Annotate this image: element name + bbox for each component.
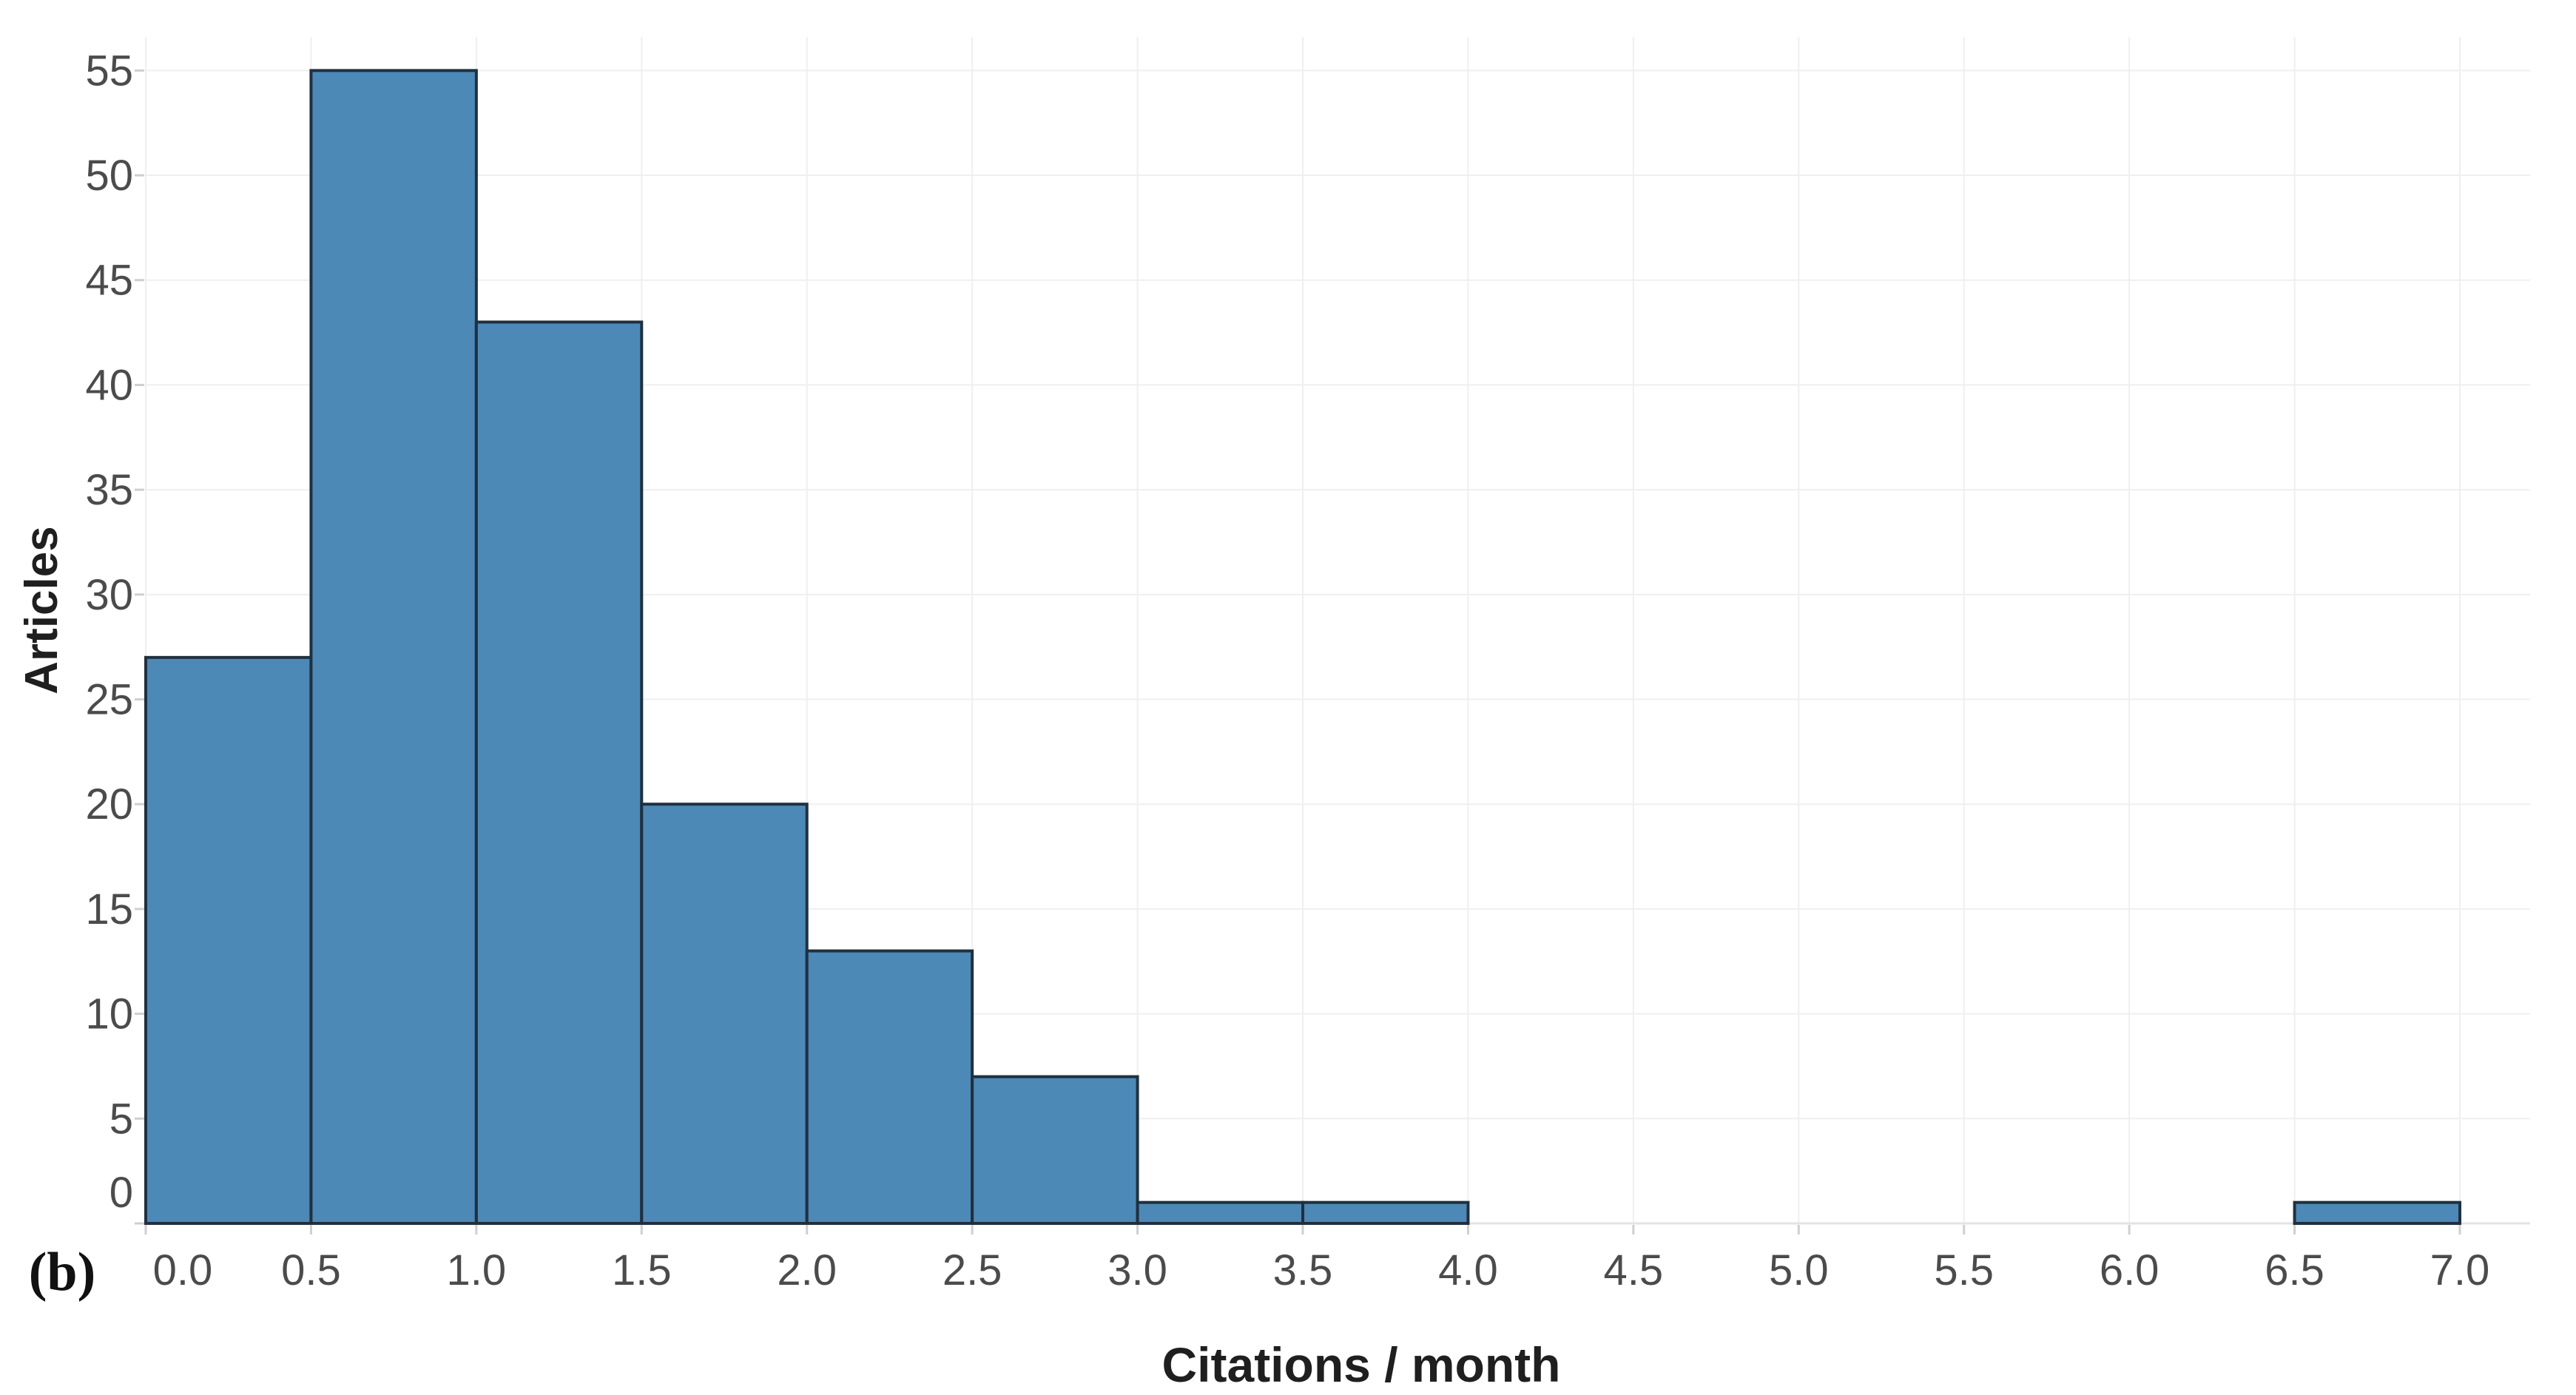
- x-tick-label: 5.0: [1769, 1246, 1829, 1294]
- bars: [144, 69, 2462, 1226]
- y-tick-label: 30: [85, 571, 133, 619]
- x-tick-label: 2.5: [943, 1246, 1002, 1294]
- y-tick-label: 45: [85, 257, 133, 305]
- y-axis-title: Articles: [16, 526, 67, 694]
- x-tick-label: 4.0: [1438, 1246, 1498, 1294]
- x-tick-label: 6.5: [2265, 1246, 2324, 1294]
- y-tick-label: 15: [85, 885, 133, 933]
- x-tick-label: 3.0: [1107, 1246, 1167, 1294]
- y-tick-label: 35: [85, 466, 133, 514]
- x-tick-label: 0.5: [281, 1246, 341, 1294]
- y-tick-label: 10: [85, 990, 133, 1038]
- histogram-bar: [309, 69, 478, 1225]
- x-tick-label: 2.0: [777, 1246, 837, 1294]
- histogram-bar: [2293, 1200, 2462, 1225]
- histogram-bar: [805, 949, 974, 1225]
- y-tick-label: 40: [85, 361, 133, 409]
- y-tick-label: 0: [109, 1169, 133, 1217]
- x-axis-title: Citations / month: [1162, 1337, 1561, 1392]
- x-tick-label: 1.0: [447, 1246, 507, 1294]
- x-tick-labels: 0.0 0.5 1.0 1.5 2.0 2.5 3.0 3.5 4.0 4.5 5.0 5.5 6.0 6…: [153, 1246, 2490, 1294]
- y-tick-label: 25: [85, 676, 133, 724]
- y-tick-label: 55: [85, 47, 133, 95]
- panel-label: (b): [29, 1242, 95, 1303]
- histogram-bar: [474, 320, 644, 1225]
- tick-marks: [135, 69, 2461, 1234]
- x-tick-label: 1.5: [612, 1246, 672, 1294]
- x-tick-label: 0.0: [153, 1246, 213, 1294]
- histogram-bar: [1301, 1200, 1470, 1225]
- y-tick-label: 5: [109, 1095, 133, 1143]
- x-tick-label: 5.5: [1934, 1246, 1994, 1294]
- x-tick-label: 7.0: [2430, 1246, 2490, 1294]
- y-tick-label: 20: [85, 780, 133, 828]
- histogram-bar: [971, 1075, 1139, 1226]
- histogram-bar: [640, 803, 809, 1225]
- x-tick-label: 6.0: [2100, 1246, 2159, 1294]
- histogram-bar: [144, 655, 313, 1225]
- y-tick-labels: 0 5 10 15 20 25 30 35 40 45 50 55: [85, 47, 133, 1217]
- x-tick-label: 3.5: [1273, 1246, 1333, 1294]
- histogram-bar: [1136, 1200, 1304, 1225]
- x-tick-label: 4.5: [1604, 1246, 1664, 1294]
- y-tick-label: 50: [85, 152, 133, 200]
